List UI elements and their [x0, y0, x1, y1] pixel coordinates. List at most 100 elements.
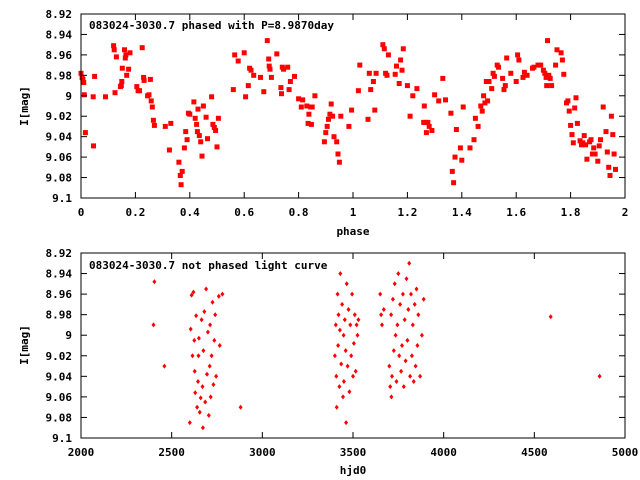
data-point	[379, 312, 384, 318]
data-point	[385, 52, 391, 58]
phased-y-axis-label: I[mag]	[18, 86, 31, 126]
data-point	[500, 75, 506, 81]
data-point	[486, 79, 492, 84]
data-point	[137, 88, 142, 94]
data-point	[418, 373, 423, 379]
data-point	[341, 379, 346, 384]
data-point	[215, 115, 221, 121]
x-tick-label: 4500	[521, 446, 548, 459]
data-point	[406, 307, 411, 312]
x-tick-label: 0.8	[289, 206, 309, 219]
data-point	[402, 317, 407, 323]
data-point	[389, 312, 394, 318]
data-point	[396, 81, 402, 86]
data-point	[425, 119, 431, 125]
data-point	[344, 420, 349, 426]
y-tick-label: 9.02	[46, 110, 73, 123]
data-point	[201, 348, 206, 354]
data-point	[583, 142, 589, 148]
data-point	[187, 111, 193, 117]
data-point	[258, 74, 263, 80]
data-point	[149, 104, 155, 110]
data-point	[353, 368, 358, 374]
data-point	[324, 123, 330, 129]
x-tick-label: 3500	[340, 446, 367, 459]
data-point	[440, 75, 446, 81]
data-point	[194, 129, 200, 135]
data-point	[211, 382, 216, 388]
data-point	[419, 332, 424, 338]
data-point	[394, 63, 399, 69]
data-point	[390, 373, 394, 379]
x-tick-label: 5000	[612, 446, 639, 459]
data-point	[220, 291, 225, 297]
data-point	[521, 69, 527, 75]
data-point	[365, 116, 371, 122]
data-point	[334, 139, 340, 145]
data-point	[589, 151, 595, 157]
data-point	[416, 312, 421, 318]
data-point	[211, 125, 217, 130]
data-point	[355, 88, 361, 94]
data-point	[391, 348, 396, 354]
data-point	[118, 83, 124, 89]
data-point	[341, 332, 346, 338]
data-point	[332, 353, 337, 359]
data-point	[380, 322, 384, 328]
data-point	[548, 314, 553, 320]
data-point	[387, 363, 392, 369]
data-point	[200, 384, 205, 390]
y-tick-label: 9	[65, 329, 72, 342]
unphased-light-curve-plot: 2000 2500 3000 3500 4000 4500 5000 8.92 8.94 8.96…	[18, 247, 638, 477]
data-point	[342, 317, 347, 323]
data-point	[443, 97, 448, 103]
data-point	[357, 62, 363, 68]
data-point	[333, 322, 338, 328]
data-point	[574, 120, 580, 126]
data-point	[334, 373, 339, 379]
data-point	[122, 55, 128, 61]
data-point	[196, 379, 200, 384]
data-point	[568, 122, 574, 128]
data-point	[604, 149, 610, 155]
data-point	[209, 94, 215, 100]
data-point	[457, 145, 463, 151]
x-tick-label: 0.4	[180, 206, 200, 219]
data-point	[577, 138, 583, 144]
data-point	[395, 322, 400, 328]
data-point	[372, 107, 378, 113]
data-point	[400, 291, 405, 297]
data-point	[127, 50, 133, 56]
data-point	[203, 399, 208, 405]
data-point	[566, 108, 572, 114]
data-point	[368, 87, 374, 93]
y-tick-label: 8.98	[46, 69, 73, 82]
data-point	[407, 113, 413, 119]
data-point	[483, 79, 489, 84]
data-point	[388, 384, 393, 390]
data-point	[189, 292, 194, 298]
data-point	[243, 94, 249, 100]
data-point	[213, 128, 219, 133]
data-point	[327, 111, 333, 117]
x-tick-label: 3000	[249, 446, 276, 459]
data-point	[340, 301, 345, 307]
data-point	[496, 64, 501, 70]
data-point	[543, 74, 549, 80]
x-tick-label: 1.8	[561, 206, 581, 219]
data-point	[481, 93, 487, 99]
data-point	[346, 123, 352, 129]
y-tick-label: 9	[65, 90, 72, 103]
data-point	[122, 47, 127, 53]
data-point	[337, 327, 342, 333]
x-tick-label: 1.2	[397, 206, 417, 219]
data-point	[309, 104, 315, 110]
data-point	[516, 57, 522, 63]
data-point	[451, 180, 457, 186]
data-point	[422, 119, 428, 125]
data-point	[535, 62, 541, 68]
data-point	[281, 66, 287, 72]
data-point	[453, 127, 459, 132]
data-point	[197, 409, 202, 415]
